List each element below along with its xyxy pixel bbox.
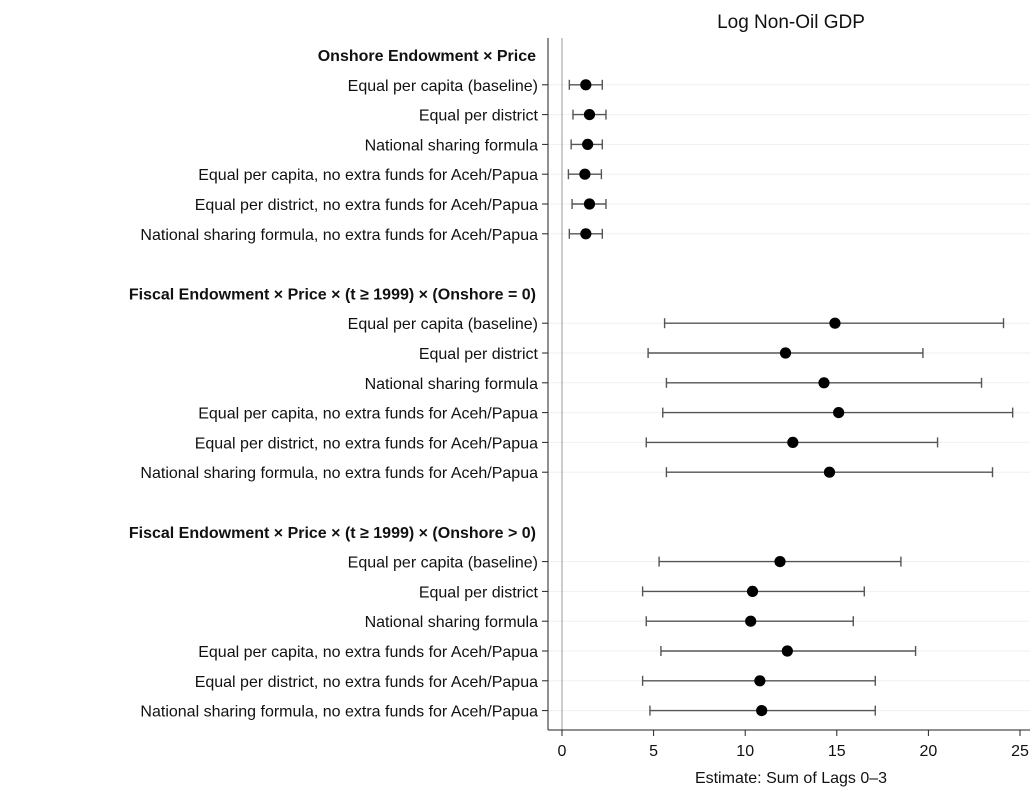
point-estimate xyxy=(583,109,596,121)
x-tick-label: 10 xyxy=(736,743,754,760)
row-label: National sharing formula, no extra funds… xyxy=(140,227,538,244)
point-estimate xyxy=(818,377,830,389)
row-label: Equal per capita, no extra funds for Ace… xyxy=(198,167,538,184)
chart-title: Log Non-Oil GDP xyxy=(717,12,865,33)
point-estimate xyxy=(823,466,836,478)
row-label: Equal per capita (baseline) xyxy=(348,316,538,333)
row-label: Equal per district, no extra funds for A… xyxy=(195,435,538,452)
row-label: National sharing formula, no extra funds… xyxy=(140,465,538,482)
group-label: Fiscal Endowment × Price × (t ≥ 1999) × … xyxy=(129,286,536,303)
x-tick-label: 25 xyxy=(1011,743,1029,760)
row-label: Equal per district, no extra funds for A… xyxy=(195,674,538,691)
row-label: Equal per district xyxy=(419,584,539,601)
row-label: Equal per capita (baseline) xyxy=(348,555,538,572)
row-label: Equal per capita, no extra funds for Ace… xyxy=(198,406,538,423)
row-label: National sharing formula xyxy=(365,376,539,393)
row-label: National sharing formula, no extra funds… xyxy=(140,704,538,721)
x-axis-title: Estimate: Sum of Lags 0–3 xyxy=(695,770,887,787)
row-label: National sharing formula xyxy=(365,137,539,154)
mark-layer xyxy=(567,79,1014,717)
row-label: National sharing formula xyxy=(365,614,539,631)
row-label: Equal per district xyxy=(419,108,539,125)
point-estimate xyxy=(781,645,793,657)
point-estimate xyxy=(833,407,845,419)
x-tick-label: 20 xyxy=(920,743,938,760)
point-estimate xyxy=(579,168,591,180)
point-estimate xyxy=(787,436,799,448)
row-label: Equal per capita (baseline) xyxy=(348,78,538,95)
group-label: Onshore Endowment × Price xyxy=(318,48,536,65)
point-estimate xyxy=(580,228,592,240)
point-estimate xyxy=(756,705,768,717)
label-layer: Onshore Endowment × Price Equal per capit… xyxy=(129,48,539,721)
point-estimate xyxy=(583,198,596,210)
point-estimate xyxy=(779,347,792,359)
point-estimate xyxy=(582,138,594,150)
row-label: Equal per district xyxy=(419,346,539,363)
row-label: Equal per capita, no extra funds for Ace… xyxy=(198,644,538,661)
point-estimate xyxy=(580,79,592,91)
point-estimate xyxy=(774,556,786,568)
point-estimate xyxy=(746,585,759,598)
group-label: Fiscal Endowment × Price × (t ≥ 1999) × … xyxy=(129,525,536,542)
row-label: Equal per district, no extra funds for A… xyxy=(195,197,538,214)
point-estimate xyxy=(754,675,766,687)
x-tick-label: 15 xyxy=(828,743,846,760)
point-estimate xyxy=(829,317,841,329)
x-tick-label: 0 xyxy=(558,743,567,760)
x-tick-label: 5 xyxy=(649,743,658,760)
point-estimate xyxy=(745,615,757,627)
axis-layer: 0 5 10 15 20 25 xyxy=(542,38,1030,760)
